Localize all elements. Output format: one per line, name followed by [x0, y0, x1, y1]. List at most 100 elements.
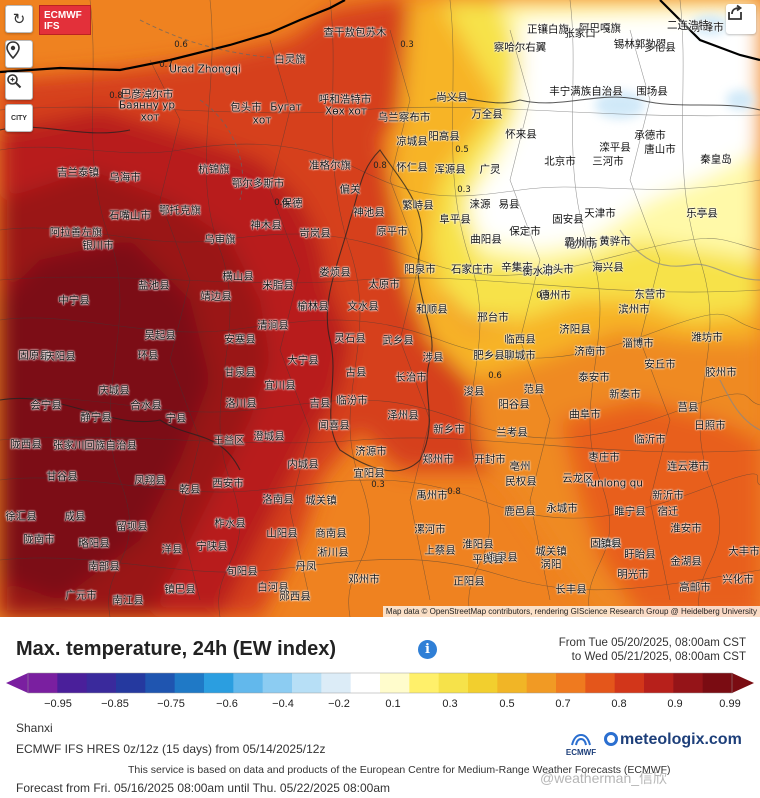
- city-label: 安丘市: [644, 358, 676, 371]
- forecast-period: Forecast from Fri. 05/16/2025 08:00am un…: [16, 781, 391, 795]
- legend-tick-label: −0.4: [272, 698, 294, 710]
- city-label: 吴起县: [144, 329, 176, 342]
- city-label: 银川市: [82, 239, 114, 252]
- isoline-label: 0.8: [109, 91, 123, 101]
- city-label: 旬阳县: [226, 565, 258, 578]
- city-label: 岢岚县: [299, 227, 331, 240]
- legend-swatch: [438, 673, 469, 693]
- city-label: Хөх хот: [325, 105, 367, 118]
- city-label: 明光市: [617, 568, 649, 581]
- city-label: 济源市: [355, 445, 387, 458]
- legend-swatch: [321, 673, 352, 693]
- chart-title: Max. temperature, 24h (EW index): [16, 638, 337, 660]
- city-label: 临西县: [504, 333, 536, 346]
- legend-swatch: [292, 673, 322, 693]
- refresh-button[interactable]: ↻: [5, 5, 33, 33]
- legend-tick-label: −0.95: [44, 698, 72, 710]
- city-label: 黄骅市: [599, 235, 631, 248]
- city-label: 阜平县: [439, 213, 471, 226]
- city-label: 秦皇岛: [700, 153, 732, 166]
- city-label: 曲阳县: [470, 233, 502, 246]
- city-label: 邢台市: [477, 311, 509, 324]
- region-name: Shanxi: [16, 721, 53, 735]
- city-label: 平舆县: [472, 553, 504, 566]
- city-label: 济南市: [574, 345, 606, 358]
- city-icon: CITY: [11, 114, 27, 122]
- city-label: 永城市: [546, 502, 578, 515]
- city-label: 庆阳县: [44, 350, 76, 363]
- isoline-label: 0.3: [536, 291, 550, 301]
- city-label: 张家口: [564, 27, 596, 40]
- city-label: 内城县: [287, 458, 319, 471]
- city-label: 新沂市: [652, 489, 684, 502]
- city-label: 包头市: [230, 101, 262, 114]
- city-label: 查干敖包苏木: [323, 26, 387, 39]
- city-label: 原平市: [376, 225, 408, 238]
- city-label: 连云港市: [667, 460, 709, 473]
- city-label: 环县: [137, 349, 159, 362]
- city-toggle-button[interactable]: CITY: [5, 104, 33, 132]
- legend-tick-label: 0.3: [442, 698, 458, 710]
- city-label: 巴彦淖尔市: [120, 88, 174, 101]
- isoline-label: 0.8: [447, 487, 461, 497]
- legend-frame: [27, 672, 733, 694]
- city-label: 徐汇县: [5, 510, 37, 523]
- city-label: 易县: [498, 198, 520, 211]
- city-label: 宜川县: [264, 379, 296, 392]
- temperature-field: [0, 0, 760, 617]
- isoline-label: 0.6: [488, 371, 502, 381]
- city-label: 鹿邑县: [504, 505, 536, 518]
- city-label: 宿迁: [657, 505, 679, 518]
- city-label: 准格尔旗: [309, 159, 351, 172]
- refresh-icon: ↻: [12, 11, 26, 28]
- share-button[interactable]: [726, 4, 756, 34]
- legend-swatch: [145, 673, 176, 693]
- city-label: 乌海市: [109, 171, 141, 184]
- map-attribution: Map data © OpenStreetMap contributors, r…: [382, 606, 760, 617]
- city-label: 曲阜市: [569, 408, 601, 421]
- city-label: 中宁县: [58, 294, 90, 307]
- ecmwf-ifs-logo: ECMWF IFS: [39, 5, 91, 35]
- isoline-label: 0.8: [274, 198, 288, 208]
- city-label: 武乡县: [382, 334, 414, 347]
- legend-swatch: [497, 673, 528, 693]
- city-label: 蚌埠: [597, 538, 619, 551]
- city-label: 禹州市: [416, 489, 448, 502]
- city-label: 淮阳县: [462, 538, 494, 551]
- city-label: 新泰市: [609, 388, 641, 401]
- location-button[interactable]: [5, 40, 33, 68]
- city-label: 锡林郭勒盟: [613, 38, 667, 51]
- logo-line2: IFS: [44, 21, 60, 32]
- forecast-map[interactable]: 正镶白旗 阿巴嘎旗 赤峰市 二连浩特 锡林郭勒盟 察哈尔右翼 张家口 多伦县 查干敖包苏木 巴彦淖…: [0, 0, 760, 617]
- city-label: 浑源县: [434, 163, 466, 176]
- meteologix-text: meteologix.com: [620, 731, 742, 748]
- city-label: 丹凤: [295, 560, 317, 573]
- city-label: 唐山市: [644, 143, 676, 156]
- city-label: 霸州市: [564, 236, 596, 249]
- info-button[interactable]: i: [418, 640, 437, 659]
- city-label: 南江县: [112, 594, 144, 607]
- legend-arrow-left: [6, 673, 28, 693]
- legend-arrow-right: [732, 673, 754, 693]
- meteologix-logo[interactable]: meteologix.com: [604, 731, 742, 749]
- city-label: 庆城县: [98, 384, 130, 397]
- legend-tick-label: −0.75: [157, 698, 185, 710]
- city-label: 乐亭县: [686, 207, 718, 220]
- city-label: 德州市: [539, 289, 571, 302]
- city-label: 阿拉善左旗: [49, 226, 103, 239]
- city-label: 二连浩特: [667, 19, 709, 32]
- city-label: 合水县: [130, 399, 162, 412]
- legend-tick-label: −0.6: [216, 698, 238, 710]
- city-label: 郧西县: [279, 590, 311, 603]
- legend-swatch: [233, 673, 264, 693]
- city-label: 太原市: [368, 278, 400, 291]
- legend-tick-label: 0.7: [555, 698, 571, 710]
- legend-swatch: [673, 673, 704, 693]
- zoom-button[interactable]: [5, 72, 33, 100]
- city-label: 洛川县: [225, 397, 257, 410]
- city-label: 文水县: [347, 300, 379, 313]
- city-label: 柞水县: [214, 517, 246, 530]
- city-label: 临沂市: [634, 433, 666, 446]
- city-label: 兴化市: [722, 573, 754, 586]
- city-label: 辛集市: [501, 261, 533, 274]
